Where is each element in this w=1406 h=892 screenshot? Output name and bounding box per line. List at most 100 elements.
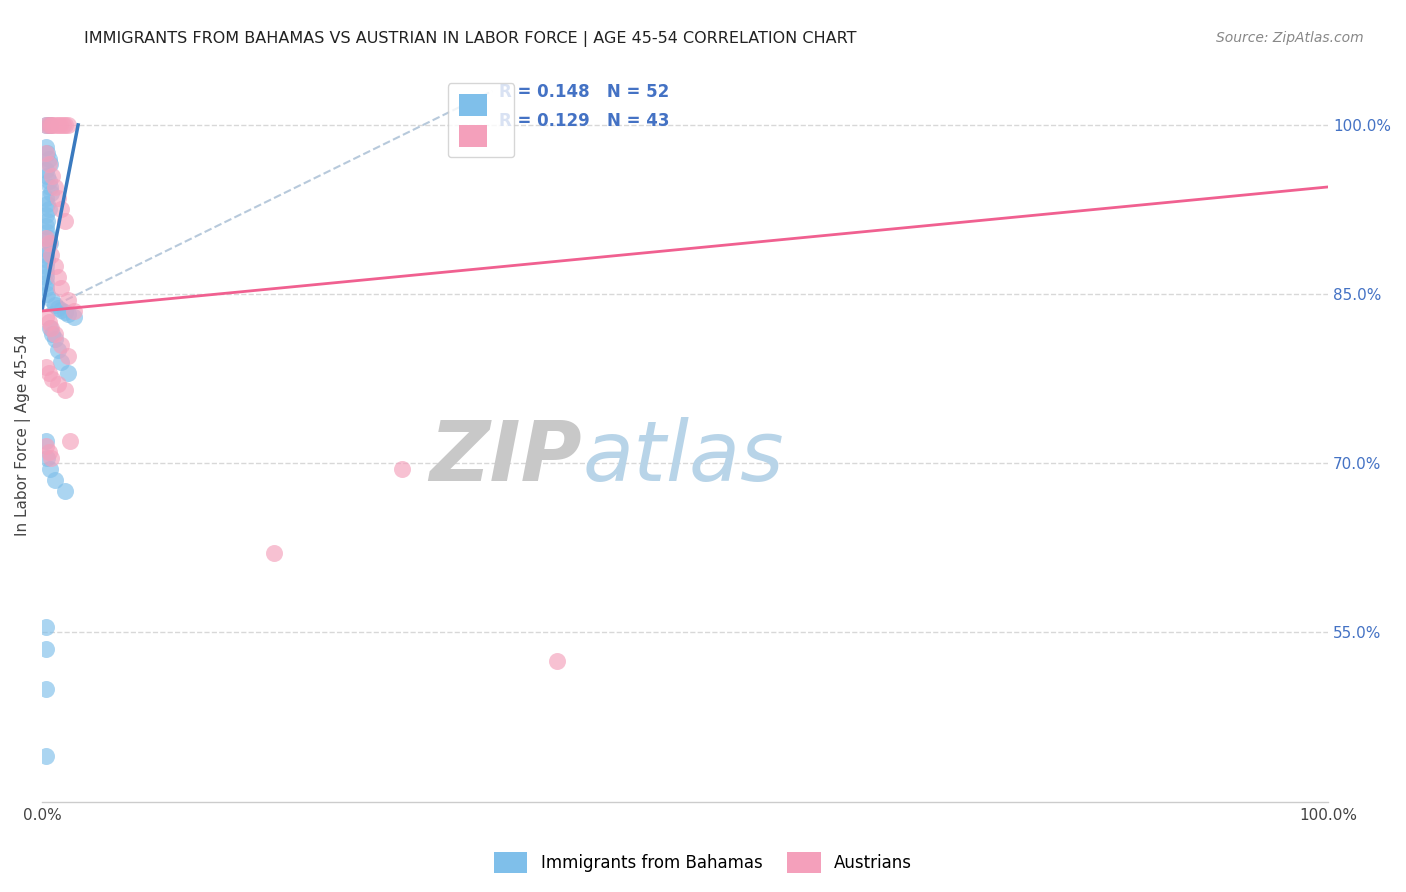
- Point: [56, 366, 79, 380]
- Point: [37, 253, 59, 268]
- Point: [35, 247, 58, 261]
- Point: [35, 219, 58, 234]
- Point: [35, 276, 58, 290]
- Point: [35, 620, 58, 634]
- Point: [38, 174, 60, 188]
- Point: [35, 163, 58, 178]
- Point: [53, 118, 76, 132]
- Point: [56, 118, 79, 132]
- Point: [51, 355, 73, 369]
- Legend: Immigrants from Bahamas, Austrians: Immigrants from Bahamas, Austrians: [488, 846, 918, 880]
- Point: [35, 259, 58, 273]
- Text: ZIP: ZIP: [430, 417, 582, 498]
- Point: [35, 264, 58, 278]
- Text: IMMIGRANTS FROM BAHAMAS VS AUSTRIAN IN LABOR FORCE | AGE 45-54 CORRELATION CHART: IMMIGRANTS FROM BAHAMAS VS AUSTRIAN IN L…: [84, 31, 856, 47]
- Point: [37, 225, 59, 239]
- Point: [53, 305, 76, 319]
- Point: [38, 118, 60, 132]
- Point: [35, 146, 58, 161]
- Point: [46, 377, 69, 392]
- Point: [41, 293, 63, 307]
- Point: [44, 298, 66, 312]
- Point: [37, 197, 59, 211]
- Point: [35, 208, 58, 222]
- Point: [51, 281, 73, 295]
- Point: [35, 434, 58, 448]
- Point: [35, 118, 58, 132]
- Point: [53, 213, 76, 227]
- Point: [38, 462, 60, 476]
- Point: [46, 191, 69, 205]
- Point: [44, 332, 66, 346]
- Point: [39, 321, 62, 335]
- Point: [38, 315, 60, 329]
- Point: [46, 118, 69, 132]
- Point: [63, 310, 86, 324]
- Point: [37, 450, 59, 465]
- Point: [35, 281, 58, 295]
- Point: [46, 301, 69, 315]
- Point: [391, 462, 413, 476]
- Point: [37, 146, 59, 161]
- Point: [38, 236, 60, 251]
- Point: [41, 371, 63, 385]
- Point: [63, 304, 86, 318]
- Point: [38, 118, 60, 132]
- Point: [46, 343, 69, 358]
- Point: [35, 681, 58, 696]
- Point: [41, 118, 63, 132]
- Point: [38, 202, 60, 217]
- Point: [39, 186, 62, 200]
- Point: [35, 439, 58, 453]
- Point: [35, 191, 58, 205]
- Point: [56, 307, 79, 321]
- Point: [37, 213, 59, 227]
- Point: [38, 366, 60, 380]
- Point: [41, 169, 63, 183]
- Point: [51, 202, 73, 217]
- Point: [46, 270, 69, 285]
- Text: R = 0.148   N = 52: R = 0.148 N = 52: [499, 83, 669, 101]
- Point: [49, 118, 72, 132]
- Point: [44, 473, 66, 487]
- Point: [38, 157, 60, 171]
- Point: [35, 642, 58, 657]
- Point: [56, 349, 79, 363]
- Point: [38, 118, 60, 132]
- Point: [35, 270, 58, 285]
- Point: [35, 230, 58, 244]
- Point: [52, 118, 75, 132]
- Point: [37, 287, 59, 301]
- Point: [53, 484, 76, 499]
- Point: [56, 293, 79, 307]
- Point: [59, 434, 82, 448]
- Y-axis label: In Labor Force | Age 45-54: In Labor Force | Age 45-54: [15, 334, 31, 536]
- Point: [39, 118, 62, 132]
- Point: [44, 118, 66, 132]
- Point: [38, 321, 60, 335]
- Text: Source: ZipAtlas.com: Source: ZipAtlas.com: [1216, 31, 1364, 45]
- Point: [51, 338, 73, 352]
- Point: [38, 157, 60, 171]
- Point: [38, 445, 60, 459]
- Text: R = 0.129   N = 43: R = 0.129 N = 43: [499, 112, 669, 130]
- Legend:  ,  : ,: [449, 84, 515, 157]
- Point: [41, 326, 63, 341]
- Point: [35, 310, 58, 324]
- Point: [35, 242, 58, 256]
- Point: [53, 383, 76, 397]
- Point: [35, 118, 58, 132]
- Point: [38, 230, 60, 244]
- Point: [38, 236, 60, 251]
- Text: atlas: atlas: [582, 417, 785, 498]
- Point: [38, 152, 60, 166]
- Point: [35, 140, 58, 154]
- Point: [44, 326, 66, 341]
- Point: [35, 360, 58, 375]
- Point: [39, 450, 62, 465]
- Point: [263, 546, 285, 560]
- Point: [37, 169, 59, 183]
- Point: [51, 302, 73, 317]
- Point: [546, 654, 568, 668]
- Point: [38, 180, 60, 194]
